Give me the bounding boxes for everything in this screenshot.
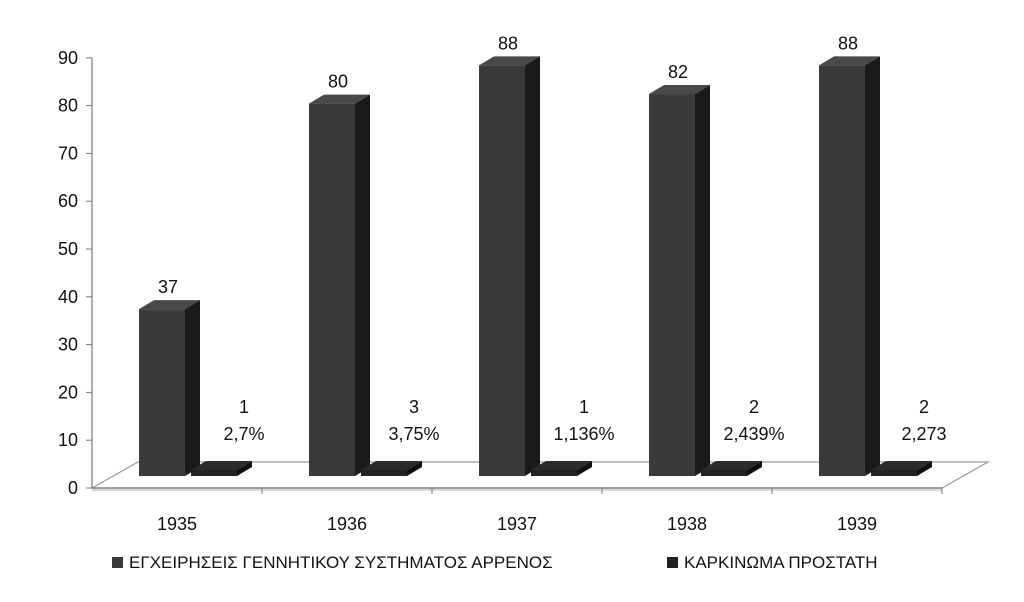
bar-front: [701, 470, 747, 476]
legend-swatch: [667, 557, 678, 568]
y-tick-label: 90: [58, 48, 78, 68]
data-label: 2,273: [901, 424, 946, 444]
y-tick-label: 80: [58, 96, 78, 116]
bar-front: [819, 65, 865, 477]
data-label: 88: [498, 33, 518, 53]
bar-side: [185, 300, 200, 476]
data-label: 3: [409, 397, 419, 417]
x-category-label: 1935: [157, 514, 197, 534]
bar-prostate-1937: [531, 461, 592, 476]
bar-prostate-1939: [871, 461, 932, 476]
bar-prostate-1935: [191, 461, 252, 476]
bar-front: [191, 470, 237, 476]
chart-floor-edge: [92, 488, 942, 491]
data-label: 2: [919, 397, 929, 417]
bar-side: [695, 85, 710, 476]
y-tick-label: 40: [58, 287, 78, 307]
data-label: 1: [579, 397, 589, 417]
data-label: 1: [239, 397, 249, 417]
bar-side: [407, 461, 422, 476]
bar-top: [479, 56, 540, 66]
bar-front: [139, 309, 185, 476]
bar-top: [191, 461, 252, 470]
x-category-label: 1939: [837, 514, 877, 534]
data-label: 37: [158, 277, 178, 297]
x-category-label: 1937: [497, 514, 537, 534]
bar-surgeries-1937: [479, 56, 540, 477]
data-label: 2,7%: [223, 424, 264, 444]
bar-side: [525, 56, 540, 477]
bar-side: [577, 461, 592, 476]
y-tick-label: 0: [68, 478, 78, 498]
y-tick-label: 70: [58, 143, 78, 163]
bar-side: [865, 56, 880, 477]
bar-top: [871, 461, 932, 470]
data-label: 2,439%: [723, 424, 784, 444]
data-label: 3,75%: [388, 424, 439, 444]
legend-label: ΚΑΡΚΙΝΩΜΑ ΠΡΟΣΤΑΤΗ: [684, 553, 878, 572]
bar-side: [747, 461, 762, 476]
legend-label: ΕΓΧΕΙΡΗΣΕΙΣ ΓΕΝΝΗΤΙΚΟΥ ΣΥΣΤΗΜΑΤΟΣ ΑΡΡΕΝΟ…: [129, 553, 553, 572]
legend-item-prostate: ΚΑΡΚΙΝΩΜΑ ΠΡΟΣΤΑΤΗ: [667, 553, 878, 572]
data-label: 2: [749, 397, 759, 417]
legend-item-surgeries: ΕΓΧΕΙΡΗΣΕΙΣ ΓΕΝΝΗΤΙΚΟΥ ΣΥΣΤΗΜΑΤΟΣ ΑΡΡΕΝΟ…: [112, 553, 553, 572]
y-tick-label: 60: [58, 191, 78, 211]
bar-top: [139, 300, 200, 310]
y-tick-label: 30: [58, 335, 78, 355]
bar-front: [871, 470, 917, 476]
bar-top: [819, 56, 880, 66]
data-label: 88: [838, 33, 858, 53]
y-tick-label: 20: [58, 382, 78, 402]
bar-surgeries-1935: [139, 300, 200, 476]
bar-prostate-1936: [361, 461, 422, 476]
bar-surgeries-1939: [819, 56, 880, 477]
bar-front: [309, 103, 355, 476]
data-label: 82: [668, 62, 688, 82]
bar-surgeries-1938: [649, 85, 710, 476]
bar-top: [309, 94, 370, 104]
bar-front: [479, 65, 525, 477]
bar-top: [531, 461, 592, 470]
y-tick-label: 50: [58, 239, 78, 259]
bar-prostate-1938: [701, 461, 762, 476]
bar-front: [649, 94, 695, 476]
bar-side: [237, 461, 252, 476]
bar-side: [355, 94, 370, 476]
bar-top: [701, 461, 762, 470]
bar-front: [531, 470, 577, 476]
bar-side: [917, 461, 932, 476]
x-category-label: 1938: [667, 514, 707, 534]
bar-top: [361, 461, 422, 470]
data-label: 1,136%: [553, 424, 614, 444]
data-label: 80: [328, 72, 348, 92]
bar-top: [649, 85, 710, 95]
x-category-label: 1936: [327, 514, 367, 534]
legend-swatch: [112, 557, 123, 568]
bar-front: [361, 470, 407, 476]
bar-surgeries-1936: [309, 94, 370, 476]
y-tick-label: 10: [58, 430, 78, 450]
